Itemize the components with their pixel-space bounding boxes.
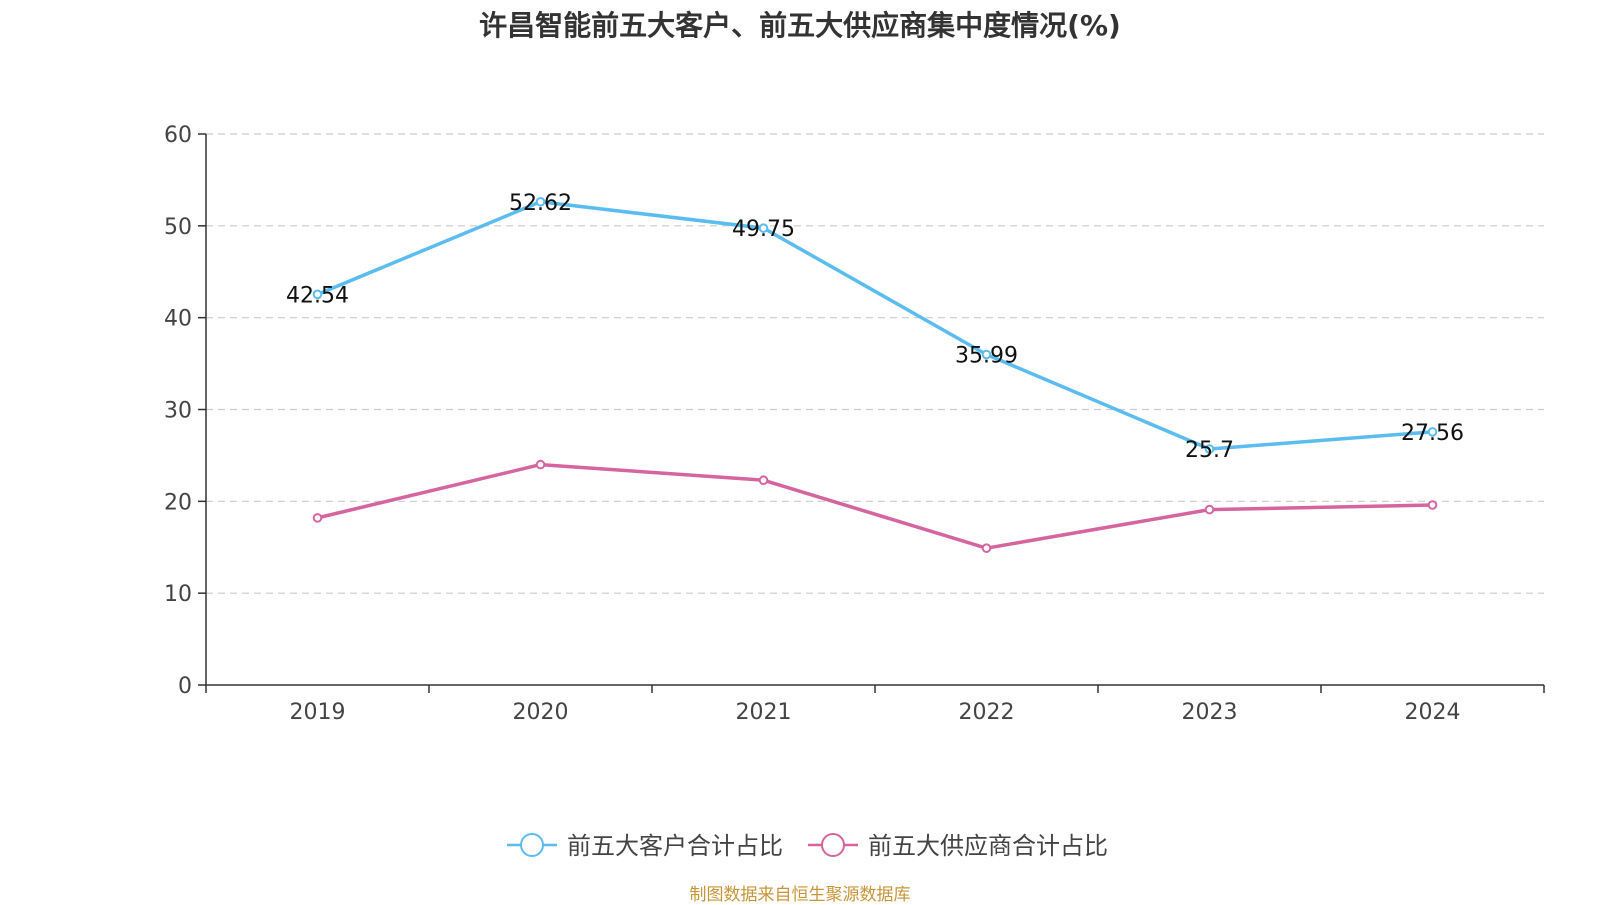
data-point bbox=[312, 513, 323, 523]
x-tick-label: 2021 bbox=[736, 700, 792, 725]
chart-title: 许昌智能前五大客户、前五大供应商集中度情况(%) bbox=[479, 9, 1121, 42]
data-label: 35.99 bbox=[955, 343, 1018, 368]
series-line bbox=[316, 200, 1433, 451]
y-tick-label: 60 bbox=[164, 123, 192, 148]
x-tick-label: 2019 bbox=[290, 700, 346, 725]
data-point bbox=[1204, 504, 1215, 515]
source-note: 制图数据来自恒生聚源数据库 bbox=[689, 885, 911, 905]
y-tick-label: 20 bbox=[164, 490, 192, 515]
y-tick-label: 30 bbox=[164, 399, 192, 424]
data-point bbox=[758, 475, 769, 486]
legend-label: 前五大客户合计占比 bbox=[567, 832, 783, 860]
data-point bbox=[1204, 444, 1215, 454]
series-line bbox=[317, 462, 1433, 550]
data-point bbox=[535, 196, 546, 207]
data-label: 42.54 bbox=[286, 283, 349, 308]
x-tick-label: 2022 bbox=[959, 700, 1015, 725]
axes: 0 10 20 30 40 50 60 2019 2020 2021 2022 2023 2024 bbox=[164, 123, 1545, 725]
data-label: 52.62 bbox=[509, 191, 572, 216]
y-tick-label: 40 bbox=[164, 307, 192, 332]
series-2 bbox=[312, 459, 1438, 553]
series-layer bbox=[312, 196, 1438, 553]
legend-label: 前五大供应商合计占比 bbox=[868, 832, 1108, 860]
data-point bbox=[1427, 500, 1438, 510]
y-tick-label: 50 bbox=[164, 215, 192, 240]
x-tick-label: 2020 bbox=[513, 700, 569, 725]
y-tick-label: 10 bbox=[164, 582, 192, 607]
y-tick-label: 0 bbox=[178, 674, 192, 699]
grid-lines bbox=[206, 133, 1544, 594]
data-label: 27.56 bbox=[1401, 421, 1464, 446]
series-1 bbox=[312, 196, 1438, 454]
data-point bbox=[535, 459, 546, 470]
data-label: 49.75 bbox=[732, 217, 795, 242]
data-labels: 42.54 52.62 49.75 35.99 25.7 27.56 bbox=[286, 191, 1464, 463]
legend-circle-marker bbox=[821, 833, 845, 857]
data-point bbox=[981, 349, 992, 360]
x-tick-label: 2023 bbox=[1182, 700, 1238, 725]
data-label: 25.7 bbox=[1185, 438, 1234, 463]
legend-item-2[interactable]: 前五大供应商合计占比 bbox=[808, 832, 1108, 860]
x-tick-label: 2024 bbox=[1405, 700, 1461, 725]
legend-item-1[interactable]: 前五大客户合计占比 bbox=[507, 832, 783, 860]
data-point bbox=[758, 223, 769, 233]
legend-circle-marker bbox=[520, 833, 544, 857]
data-point bbox=[1427, 427, 1438, 437]
data-point bbox=[312, 289, 323, 300]
data-point bbox=[981, 543, 992, 553]
legend[interactable]: 前五大客户合计占比 前五大供应商合计占比 bbox=[507, 832, 1108, 860]
